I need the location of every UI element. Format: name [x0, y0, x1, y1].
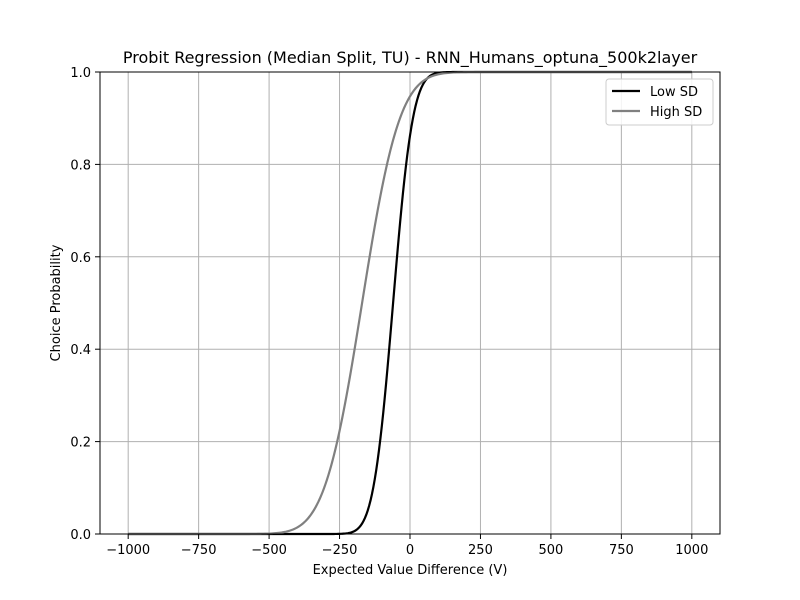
y-axis-label: Choice Probability [49, 244, 64, 361]
legend: Low SD High SD [605, 78, 714, 126]
y-tick-label: 0.8 [70, 158, 91, 173]
x-tick-label: −750 [181, 543, 217, 558]
x-tick-label: 500 [538, 543, 563, 558]
x-axis-ticks: −1000 −750 −500 −250 0 250 500 750 1000 [106, 534, 708, 558]
chart-title: Probit Regression (Median Split, TU) - R… [123, 48, 698, 68]
y-tick-label: 0.6 [70, 251, 91, 266]
x-tick-label: 0 [406, 543, 414, 558]
x-tick-label: −500 [251, 543, 287, 558]
legend-label-low-sd: Low SD [650, 85, 698, 100]
x-tick-label: 1000 [675, 543, 708, 558]
x-axis-label: Expected Value Difference (V) [313, 563, 508, 578]
x-tick-label: 750 [609, 543, 634, 558]
x-tick-label: −250 [322, 543, 358, 558]
y-tick-label: 0.0 [70, 528, 91, 543]
x-tick-label: 250 [468, 543, 493, 558]
y-tick-label: 0.4 [70, 343, 91, 358]
y-tick-label: 1.0 [70, 66, 91, 81]
legend-label-high-sd: High SD [650, 105, 702, 120]
x-tick-label: −1000 [106, 543, 150, 558]
y-axis-ticks: 0.0 0.2 0.4 0.6 0.8 1.0 [70, 66, 100, 543]
y-tick-label: 0.2 [70, 436, 91, 451]
grid [100, 71, 720, 535]
